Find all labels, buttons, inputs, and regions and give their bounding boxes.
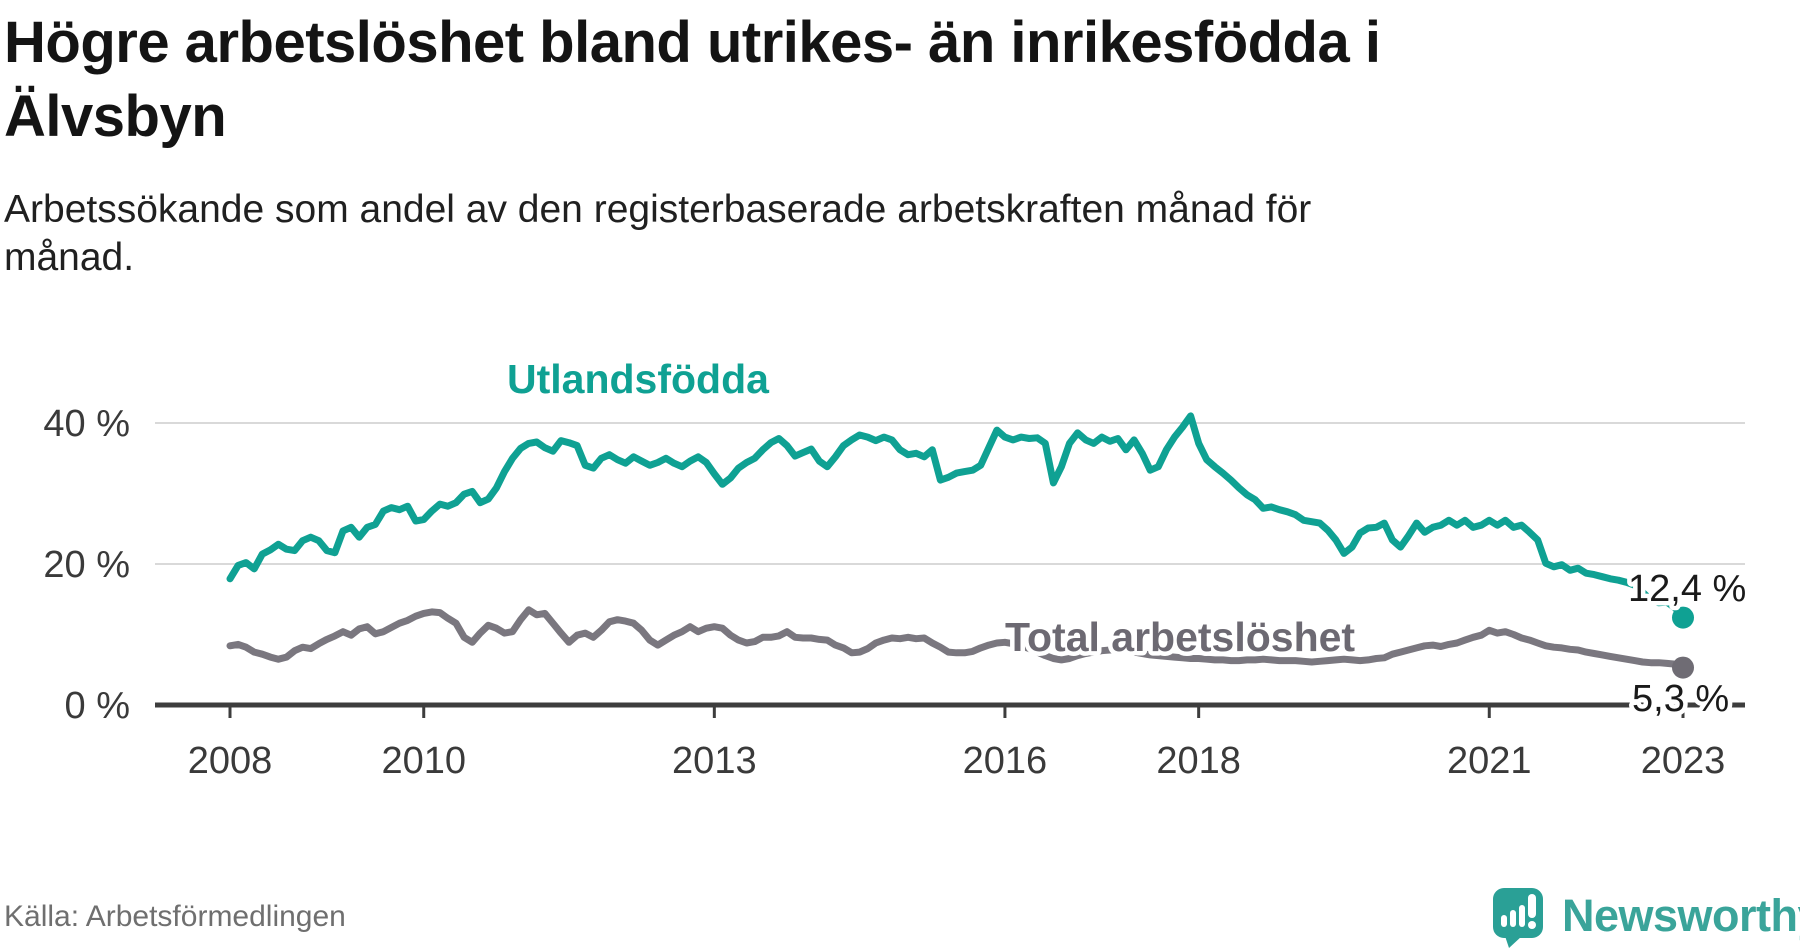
brand-name: Newsworthy [1562, 890, 1800, 941]
source-note: Källa: Arbetsförmedlingen [4, 900, 346, 933]
gridlines [155, 422, 1745, 565]
foreign-line [226, 412, 1687, 622]
total-end-value: 5,3 % [1632, 678, 1729, 720]
x-tick-label: 2021 [1447, 740, 1532, 782]
x-tick-label: 2010 [381, 740, 466, 782]
title-line-1: Högre arbetslöshet bland utrikes- än inr… [4, 10, 1381, 75]
total-endpoint-dot [1672, 656, 1694, 679]
bubble-tail [1505, 936, 1522, 948]
x-axis-labels: 2008 2010 2013 2016 2018 2021 2023 [188, 740, 1726, 782]
page-title: Högre arbetslöshet bland utrikes- än inr… [4, 6, 1784, 154]
y-axis-labels: 0 % 20 % 40 % [43, 403, 130, 727]
foreign-end-value: 12,4 % [1628, 568, 1746, 610]
total-series-label: Total arbetslöshet [1005, 614, 1355, 660]
total-line [226, 606, 1687, 672]
y-tick-label: 20 % [43, 544, 130, 586]
unemployment-line-chart: 2008 2010 2013 2016 2018 2021 2023 0 % 2… [43, 352, 1750, 783]
title-line-2: Älvsbyn [4, 84, 227, 149]
logo-bar-chart-icon [1501, 905, 1525, 927]
x-tick-label: 2018 [1156, 740, 1241, 782]
foreign-endpoint-dot [1672, 606, 1694, 629]
x-tick-label: 2023 [1641, 740, 1726, 782]
x-tick-label: 2013 [672, 740, 757, 782]
y-tick-label: 0 % [65, 685, 130, 727]
x-tick-marks [228, 705, 1685, 718]
subtitle-line-1: Arbetssökande som andel av den registerb… [4, 188, 1312, 231]
chart-subtitle: Arbetssökande som andel av den registerb… [4, 186, 1764, 282]
foreign-series-label: Utlandsfödda [507, 356, 770, 402]
newsworthy-logo: Newsworthy [1490, 884, 1800, 948]
subtitle-line-2: månad. [4, 236, 135, 279]
y-tick-label: 40 % [43, 403, 130, 445]
x-tick-label: 2016 [963, 740, 1048, 782]
logo-exclamation-icon [1528, 894, 1536, 929]
x-tick-label: 2008 [188, 740, 273, 782]
newsworthy-bubble-icon [1493, 888, 1543, 948]
